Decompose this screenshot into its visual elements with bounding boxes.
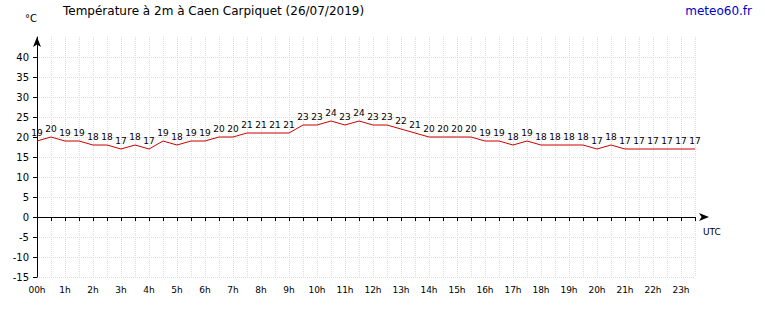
svg-text:18: 18 xyxy=(101,132,113,142)
svg-text:20h: 20h xyxy=(588,285,605,295)
svg-text:22h: 22h xyxy=(644,285,661,295)
svg-text:23h: 23h xyxy=(672,285,689,295)
svg-text:23: 23 xyxy=(311,112,322,122)
svg-text:21h: 21h xyxy=(616,285,633,295)
svg-text:19: 19 xyxy=(59,128,71,138)
svg-text:20: 20 xyxy=(16,132,29,143)
svg-text:19: 19 xyxy=(521,128,533,138)
svg-text:17: 17 xyxy=(689,136,700,146)
svg-text:9h: 9h xyxy=(283,285,294,295)
svg-text:17: 17 xyxy=(143,136,154,146)
svg-text:21: 21 xyxy=(269,120,280,130)
svg-text:19h: 19h xyxy=(560,285,577,295)
svg-text:18: 18 xyxy=(577,132,589,142)
svg-text:3h: 3h xyxy=(115,285,126,295)
svg-text:Température à 2m à Caen Carpiq: Température à 2m à Caen Carpiquet (26/07… xyxy=(62,4,364,18)
svg-text:24: 24 xyxy=(325,108,337,118)
svg-text:12h: 12h xyxy=(364,285,381,295)
svg-text:18: 18 xyxy=(549,132,561,142)
svg-text:14h: 14h xyxy=(420,285,437,295)
svg-text:-5: -5 xyxy=(19,232,29,243)
svg-text:18: 18 xyxy=(535,132,547,142)
svg-text:19: 19 xyxy=(479,128,491,138)
svg-text:22: 22 xyxy=(395,116,406,126)
svg-text:20: 20 xyxy=(437,124,449,134)
svg-text:7h: 7h xyxy=(227,285,238,295)
svg-text:10: 10 xyxy=(16,172,29,183)
svg-text:00h: 00h xyxy=(28,285,45,295)
svg-text:18h: 18h xyxy=(532,285,549,295)
svg-text:20: 20 xyxy=(227,124,239,134)
svg-text:30: 30 xyxy=(16,92,29,103)
svg-text:19: 19 xyxy=(73,128,85,138)
svg-text:17: 17 xyxy=(591,136,602,146)
svg-text:40: 40 xyxy=(16,52,29,63)
svg-text:8h: 8h xyxy=(255,285,266,295)
svg-text:4h: 4h xyxy=(143,285,154,295)
svg-text:16h: 16h xyxy=(476,285,493,295)
svg-text:20: 20 xyxy=(45,124,57,134)
svg-text:24: 24 xyxy=(353,108,365,118)
svg-text:17h: 17h xyxy=(504,285,521,295)
svg-text:17: 17 xyxy=(115,136,126,146)
svg-text:35: 35 xyxy=(16,72,29,83)
svg-text:23: 23 xyxy=(367,112,378,122)
svg-text:13h: 13h xyxy=(392,285,409,295)
svg-text:15: 15 xyxy=(16,152,29,163)
svg-text:1h: 1h xyxy=(59,285,70,295)
svg-text:21: 21 xyxy=(241,120,252,130)
svg-text:18: 18 xyxy=(171,132,183,142)
svg-text:20: 20 xyxy=(451,124,463,134)
svg-text:18: 18 xyxy=(507,132,519,142)
svg-text:19: 19 xyxy=(31,128,43,138)
svg-text:0: 0 xyxy=(23,212,29,223)
svg-text:25: 25 xyxy=(16,112,29,123)
svg-text:18: 18 xyxy=(605,132,617,142)
svg-text:23: 23 xyxy=(297,112,308,122)
svg-text:°C: °C xyxy=(25,13,37,24)
svg-text:23: 23 xyxy=(339,112,350,122)
svg-text:19: 19 xyxy=(199,128,211,138)
svg-text:-10: -10 xyxy=(13,252,29,263)
svg-text:19: 19 xyxy=(157,128,169,138)
svg-text:23: 23 xyxy=(381,112,392,122)
svg-text:18: 18 xyxy=(563,132,575,142)
svg-text:5: 5 xyxy=(23,192,29,203)
svg-text:20: 20 xyxy=(213,124,225,134)
svg-text:17: 17 xyxy=(675,136,686,146)
svg-text:10h: 10h xyxy=(308,285,325,295)
svg-text:17: 17 xyxy=(661,136,672,146)
svg-text:19: 19 xyxy=(493,128,505,138)
svg-text:5h: 5h xyxy=(171,285,182,295)
svg-text:meteo60.fr: meteo60.fr xyxy=(685,4,752,18)
svg-text:-15: -15 xyxy=(13,272,29,283)
svg-text:19: 19 xyxy=(185,128,197,138)
svg-text:11h: 11h xyxy=(336,285,353,295)
svg-text:21: 21 xyxy=(255,120,266,130)
svg-text:2h: 2h xyxy=(87,285,98,295)
svg-text:20: 20 xyxy=(423,124,435,134)
svg-text:17: 17 xyxy=(619,136,630,146)
svg-text:20: 20 xyxy=(465,124,477,134)
svg-text:18: 18 xyxy=(87,132,99,142)
svg-text:21: 21 xyxy=(283,120,294,130)
svg-text:17: 17 xyxy=(647,136,658,146)
svg-text:17: 17 xyxy=(633,136,644,146)
svg-text:6h: 6h xyxy=(199,285,210,295)
svg-text:21: 21 xyxy=(409,120,420,130)
svg-text:15h: 15h xyxy=(448,285,465,295)
svg-text:18: 18 xyxy=(129,132,141,142)
svg-text:UTC: UTC xyxy=(703,227,721,237)
